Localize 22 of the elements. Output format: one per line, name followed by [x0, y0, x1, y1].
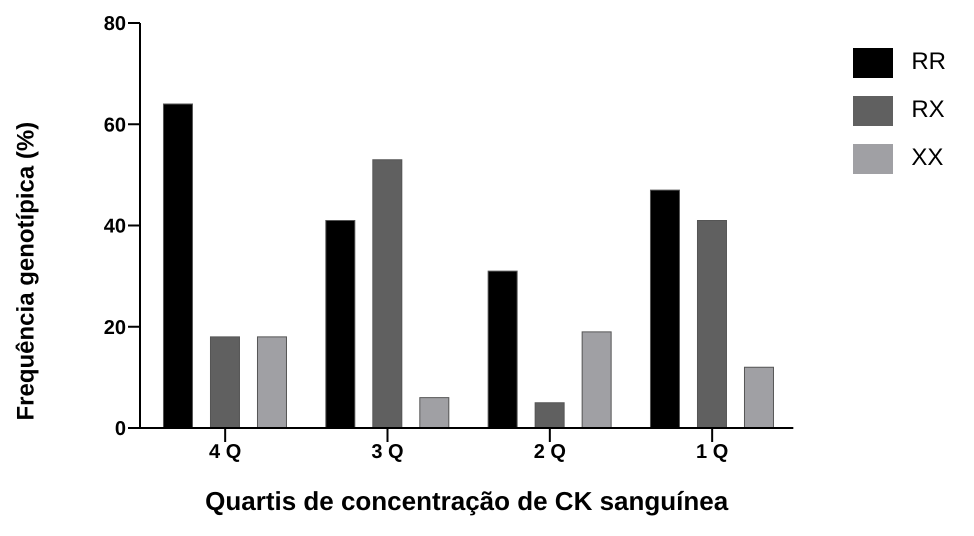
bar [696, 220, 727, 428]
x-tick-label: 4 Q [209, 441, 242, 464]
y-tick-label: 80 [104, 13, 126, 36]
bar [210, 336, 240, 428]
bar [582, 331, 612, 428]
legend-label: XX [911, 144, 944, 171]
y-axis-title: Frequência genotípica (%) [12, 122, 40, 420]
bar [744, 366, 774, 428]
x-axis-title: Quartis de concentração de CK sanguínea [205, 486, 729, 516]
y-tick-label: 20 [104, 316, 126, 339]
y-tick-label: 40 [104, 216, 126, 238]
legend-label: RX [911, 96, 945, 123]
y-tick-label: 0 [114, 418, 126, 440]
x-tick-label: 1 Q [696, 441, 728, 464]
bar [534, 402, 565, 428]
legend-label: RR [911, 48, 946, 75]
x-tick-label: 2 Q [534, 441, 566, 464]
bar [372, 159, 402, 428]
x-tick-label: 3 Q [371, 441, 404, 464]
bar [419, 397, 450, 428]
y-tick-label: 60 [104, 114, 126, 136]
bar [256, 336, 287, 428]
